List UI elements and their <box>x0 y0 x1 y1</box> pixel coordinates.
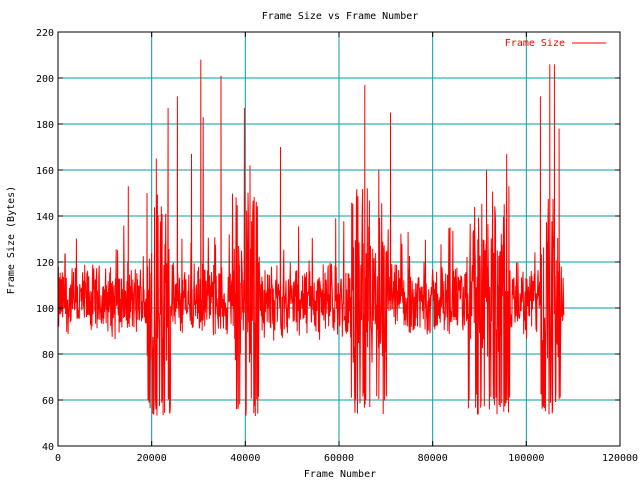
x-tick-label: 100000 <box>508 453 544 464</box>
y-tick-label: 200 <box>36 74 54 85</box>
frame-size-line <box>57 59 565 417</box>
frame-size-series <box>57 59 565 417</box>
y-axis-label: Frame Size (Bytes) <box>6 186 17 294</box>
y-tick-label: 100 <box>36 304 54 315</box>
x-tick-label: 120000 <box>602 453 638 464</box>
y-tick-label: 40 <box>42 442 54 453</box>
x-tick-label: 80000 <box>418 453 448 464</box>
y-tick-label: 140 <box>36 212 54 223</box>
x-axis-label: Frame Number <box>304 469 376 480</box>
x-tick-label: 40000 <box>230 453 260 464</box>
y-tick-label: 80 <box>42 350 54 361</box>
grid-lines <box>58 32 620 446</box>
y-tick-label: 60 <box>42 396 54 407</box>
x-tick-label: 0 <box>55 453 61 464</box>
legend-label: Frame Size <box>505 38 565 49</box>
axis-ticks: 0 20000 40000 60000 80000 100000 120000 40 60 80 1… <box>36 28 638 464</box>
x-tick-label: 60000 <box>324 453 354 464</box>
y-tick-label: 180 <box>36 120 54 131</box>
y-tick-label: 160 <box>36 166 54 177</box>
chart-title: Frame Size vs Frame Number <box>262 11 419 22</box>
y-tick-label: 220 <box>36 28 54 39</box>
legend: Frame Size <box>505 38 606 49</box>
y-tick-label: 120 <box>36 258 54 269</box>
x-tick-label: 20000 <box>137 453 167 464</box>
